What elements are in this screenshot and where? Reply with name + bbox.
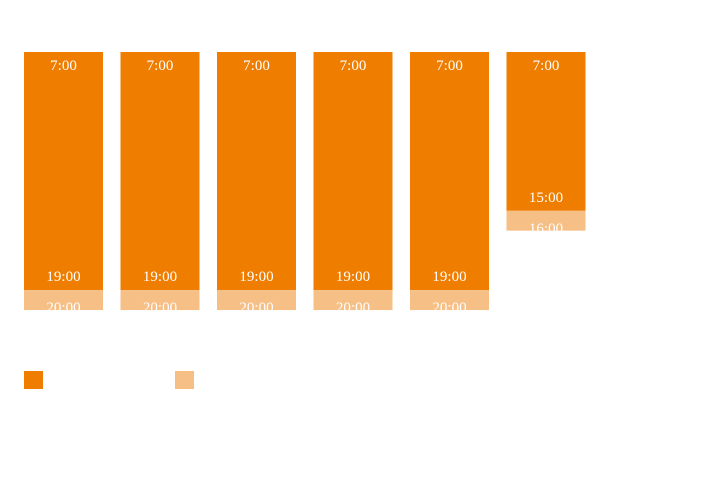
label-start-6: 7:00 bbox=[533, 58, 560, 74]
label-extended-end-6: 16:00 bbox=[529, 221, 563, 237]
label-extended-end-4: 20:00 bbox=[336, 300, 370, 316]
label-extended-end-1: 20:00 bbox=[46, 300, 80, 316]
label-start-2: 7:00 bbox=[147, 58, 174, 74]
label-start-5: 7:00 bbox=[436, 58, 463, 74]
bar-extended-1 bbox=[24, 290, 103, 311]
label-extended-end-2: 20:00 bbox=[143, 300, 177, 316]
bar-extended-3 bbox=[217, 290, 296, 311]
label-start-3: 7:00 bbox=[243, 58, 270, 74]
label-main-end-1: 19:00 bbox=[46, 269, 80, 285]
bar-main-3 bbox=[217, 52, 296, 291]
bar-extended-4 bbox=[313, 290, 393, 311]
bar-extended-6 bbox=[506, 210, 586, 231]
bar-main-4 bbox=[313, 52, 393, 291]
bar-main-2 bbox=[120, 52, 200, 291]
legend-swatch-main bbox=[24, 371, 43, 389]
label-start-4: 7:00 bbox=[340, 58, 367, 74]
label-main-end-2: 19:00 bbox=[143, 269, 177, 285]
legend-swatch-extended bbox=[175, 371, 194, 389]
label-extended-end-3: 20:00 bbox=[239, 300, 273, 316]
label-extended-end-5: 20:00 bbox=[432, 300, 466, 316]
label-main-end-6: 15:00 bbox=[529, 190, 563, 206]
label-main-end-5: 19:00 bbox=[432, 269, 466, 285]
label-main-end-4: 19:00 bbox=[336, 269, 370, 285]
label-main-end-3: 19:00 bbox=[239, 269, 273, 285]
bar-extended-5 bbox=[410, 290, 489, 311]
bar-main-6 bbox=[506, 52, 586, 211]
label-start-1: 7:00 bbox=[50, 58, 77, 74]
bar-extended-2 bbox=[120, 290, 200, 311]
bar-main-5 bbox=[410, 52, 489, 291]
bar-main-1 bbox=[24, 52, 103, 291]
